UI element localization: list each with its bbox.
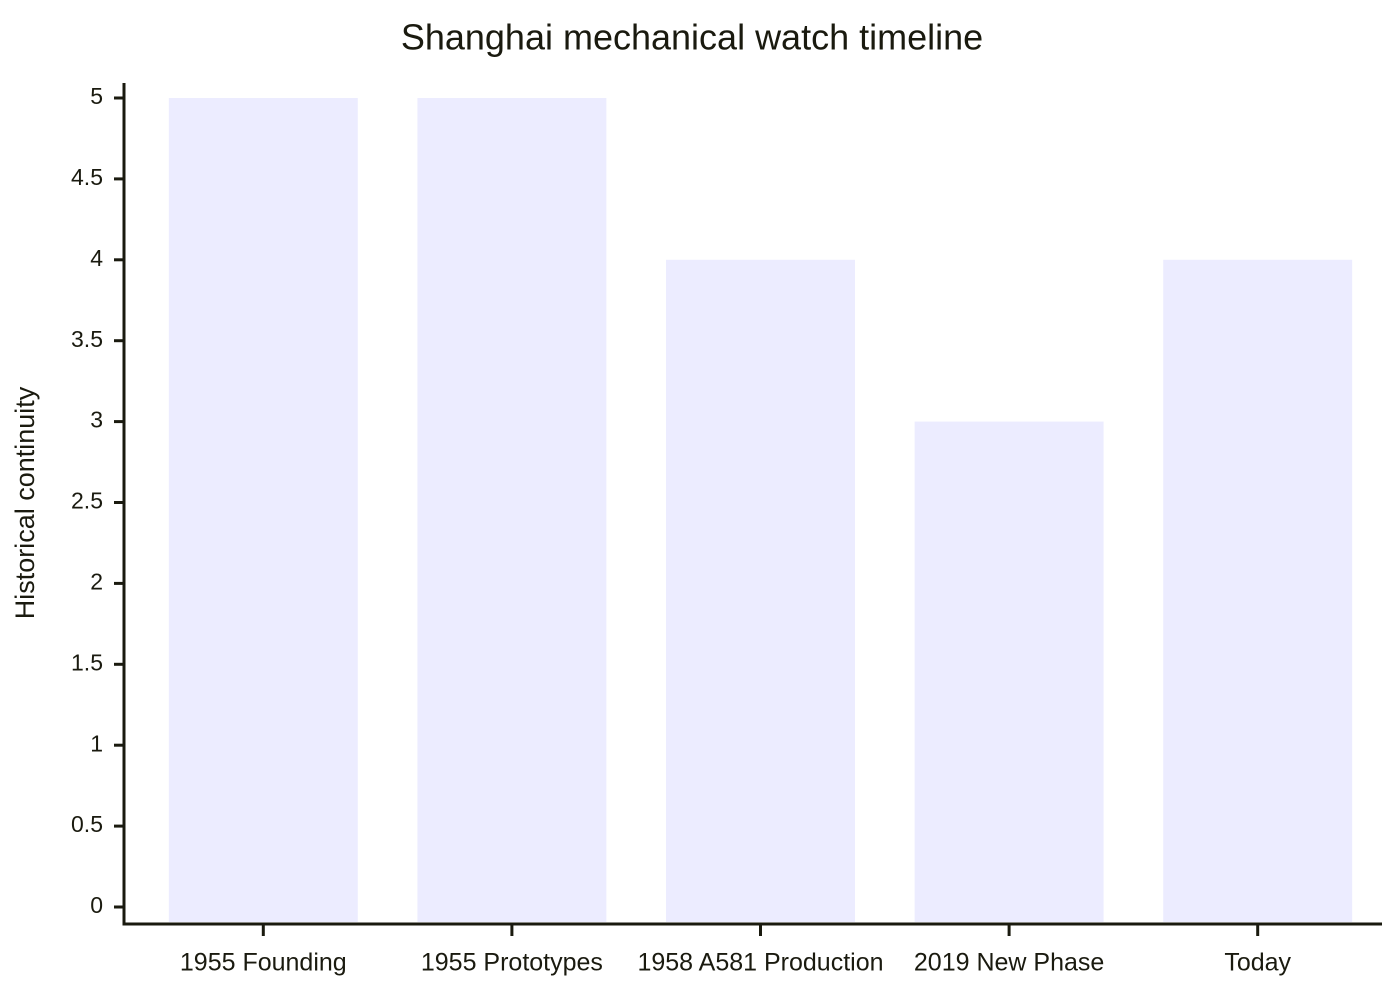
y-tick-label: 4 [90, 245, 103, 271]
y-tick-label: 0 [90, 892, 103, 918]
y-tick-label: 5 [90, 83, 103, 109]
y-tick-label: 1.5 [71, 649, 103, 675]
bar [1163, 259, 1353, 922]
y-axis-label: Historical continuity [10, 386, 40, 619]
bar [914, 421, 1104, 922]
x-tick-label: 2019 New Phase [914, 949, 1104, 977]
y-tick-label: 3.5 [71, 326, 103, 352]
y-tick-label: 2 [90, 568, 103, 594]
x-tick-label: 1955 Founding [180, 949, 347, 977]
chart-title: Shanghai mechanical watch timeline [401, 17, 983, 58]
bar [417, 98, 607, 922]
x-tick-label: 1958 A581 Production [637, 949, 883, 977]
y-tick-label: 0.5 [71, 811, 103, 837]
x-tick-label: 1955 Prototypes [421, 949, 603, 977]
bar [666, 259, 855, 922]
bar [168, 98, 358, 922]
x-tick-label: Today [1224, 949, 1291, 977]
y-tick-label: 1 [90, 730, 103, 756]
y-tick-label: 2.5 [71, 488, 103, 514]
y-tick-label: 4.5 [71, 164, 103, 190]
y-tick-label: 3 [90, 407, 103, 433]
